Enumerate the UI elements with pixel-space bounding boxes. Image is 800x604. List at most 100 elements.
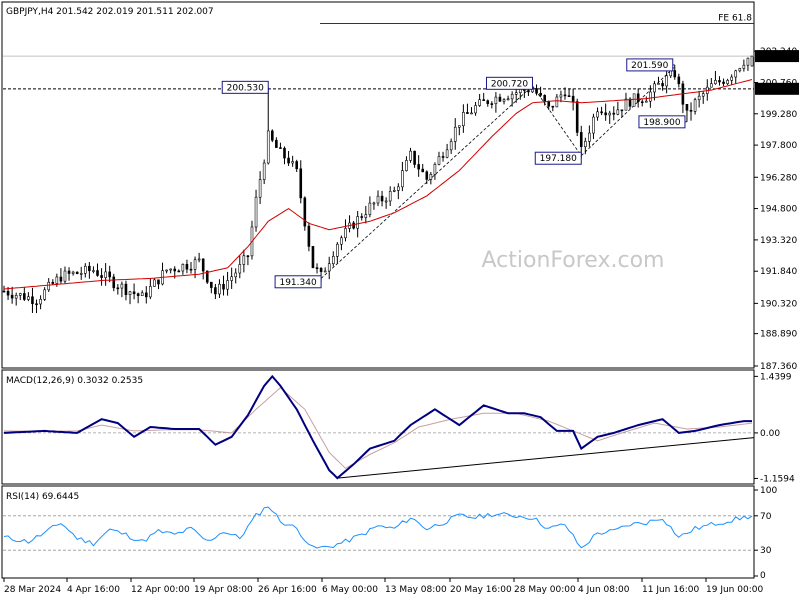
candle-body xyxy=(665,75,668,87)
x-tick-label: 19 Apr 08:00 xyxy=(194,585,253,595)
candle-body xyxy=(254,196,258,228)
candle-body xyxy=(79,273,83,275)
candle xyxy=(498,93,502,102)
candle-body xyxy=(482,99,485,101)
pivot-box xyxy=(626,58,674,72)
rsi-panel xyxy=(1,485,755,579)
level-tag-box xyxy=(755,82,799,95)
candle-body xyxy=(596,111,599,118)
candle xyxy=(153,278,156,287)
candle-body xyxy=(645,100,648,103)
candle xyxy=(35,299,38,314)
candle-body xyxy=(730,76,733,81)
candle-body xyxy=(283,147,286,159)
candle-body xyxy=(640,101,644,104)
candle-body xyxy=(173,268,177,272)
candle-body xyxy=(397,186,400,191)
macd-y-tick-label: 0.00 xyxy=(760,429,780,439)
candle xyxy=(275,137,278,148)
candle xyxy=(112,273,116,292)
candle-body xyxy=(474,105,477,114)
candle-body xyxy=(608,112,612,116)
y-tick-label: 191.840 xyxy=(760,267,797,277)
candle-body xyxy=(197,258,201,261)
candle xyxy=(88,262,91,279)
candle xyxy=(165,269,168,274)
candle xyxy=(201,258,205,280)
candle-body xyxy=(242,255,246,265)
price-header: GBPJPY,H4 201.542 202.019 201.511 202.00… xyxy=(6,7,214,17)
candle xyxy=(157,279,160,290)
candle-body xyxy=(701,93,705,97)
candle-body xyxy=(112,276,116,289)
level-tag: 200.460 xyxy=(755,82,799,95)
candle xyxy=(39,295,42,310)
candle-body xyxy=(588,132,591,142)
candle-body xyxy=(120,283,124,289)
candle-body xyxy=(262,162,266,180)
candle xyxy=(144,286,148,304)
candle-body xyxy=(169,268,172,271)
candle xyxy=(2,285,6,293)
candle xyxy=(494,92,498,113)
candle-body xyxy=(478,99,481,106)
candle-body xyxy=(360,216,364,218)
candle-body xyxy=(136,293,140,296)
candle-body xyxy=(433,164,437,175)
candle-body xyxy=(673,70,677,78)
candle xyxy=(327,256,331,280)
candle-body xyxy=(271,130,274,141)
candle xyxy=(92,266,95,274)
candle-body xyxy=(295,161,298,170)
candle xyxy=(714,70,717,85)
candle-body xyxy=(291,161,294,164)
candle xyxy=(323,267,327,273)
candle xyxy=(470,107,473,115)
candle-body xyxy=(514,92,518,95)
candle xyxy=(336,242,339,264)
candle-body xyxy=(551,105,555,108)
candle-body xyxy=(734,70,738,78)
candle-body xyxy=(653,83,656,93)
candle-body xyxy=(104,271,107,278)
candle-body xyxy=(71,271,75,274)
x-tick-label: 4 Apr 16:00 xyxy=(67,585,120,595)
candle xyxy=(388,186,392,206)
candle xyxy=(600,106,603,116)
candle-body xyxy=(372,202,376,205)
candle xyxy=(299,160,303,204)
candle xyxy=(291,155,294,167)
candle-body xyxy=(592,116,595,134)
candle-body xyxy=(14,295,18,299)
candle xyxy=(279,142,282,149)
candle xyxy=(413,150,416,168)
candle xyxy=(502,98,506,105)
rsi-header: RSI(14) 69.6445 xyxy=(6,492,79,502)
candle xyxy=(67,267,71,281)
candle xyxy=(539,86,542,98)
candle xyxy=(6,286,10,300)
candle-body xyxy=(31,296,34,305)
candle xyxy=(429,171,433,185)
candle xyxy=(462,104,465,133)
candle xyxy=(96,263,99,277)
candle-body xyxy=(502,99,506,102)
candle xyxy=(478,94,481,107)
candle-body xyxy=(368,202,372,215)
candle-body xyxy=(421,168,425,173)
candle xyxy=(226,271,229,296)
candle xyxy=(262,159,266,185)
candle-body xyxy=(527,90,530,93)
candle xyxy=(210,281,213,294)
macd-header: MACD(12,26,9) 0.3032 0.2535 xyxy=(6,376,143,386)
candle-body xyxy=(718,80,721,83)
candle xyxy=(738,67,742,73)
y-tick-label: 199.280 xyxy=(760,110,797,120)
pivot-label: 198.900 xyxy=(638,115,687,129)
candle-body xyxy=(218,283,221,295)
candle xyxy=(730,74,733,86)
candle xyxy=(588,125,591,147)
candle xyxy=(421,163,425,173)
candle-body xyxy=(437,156,441,165)
